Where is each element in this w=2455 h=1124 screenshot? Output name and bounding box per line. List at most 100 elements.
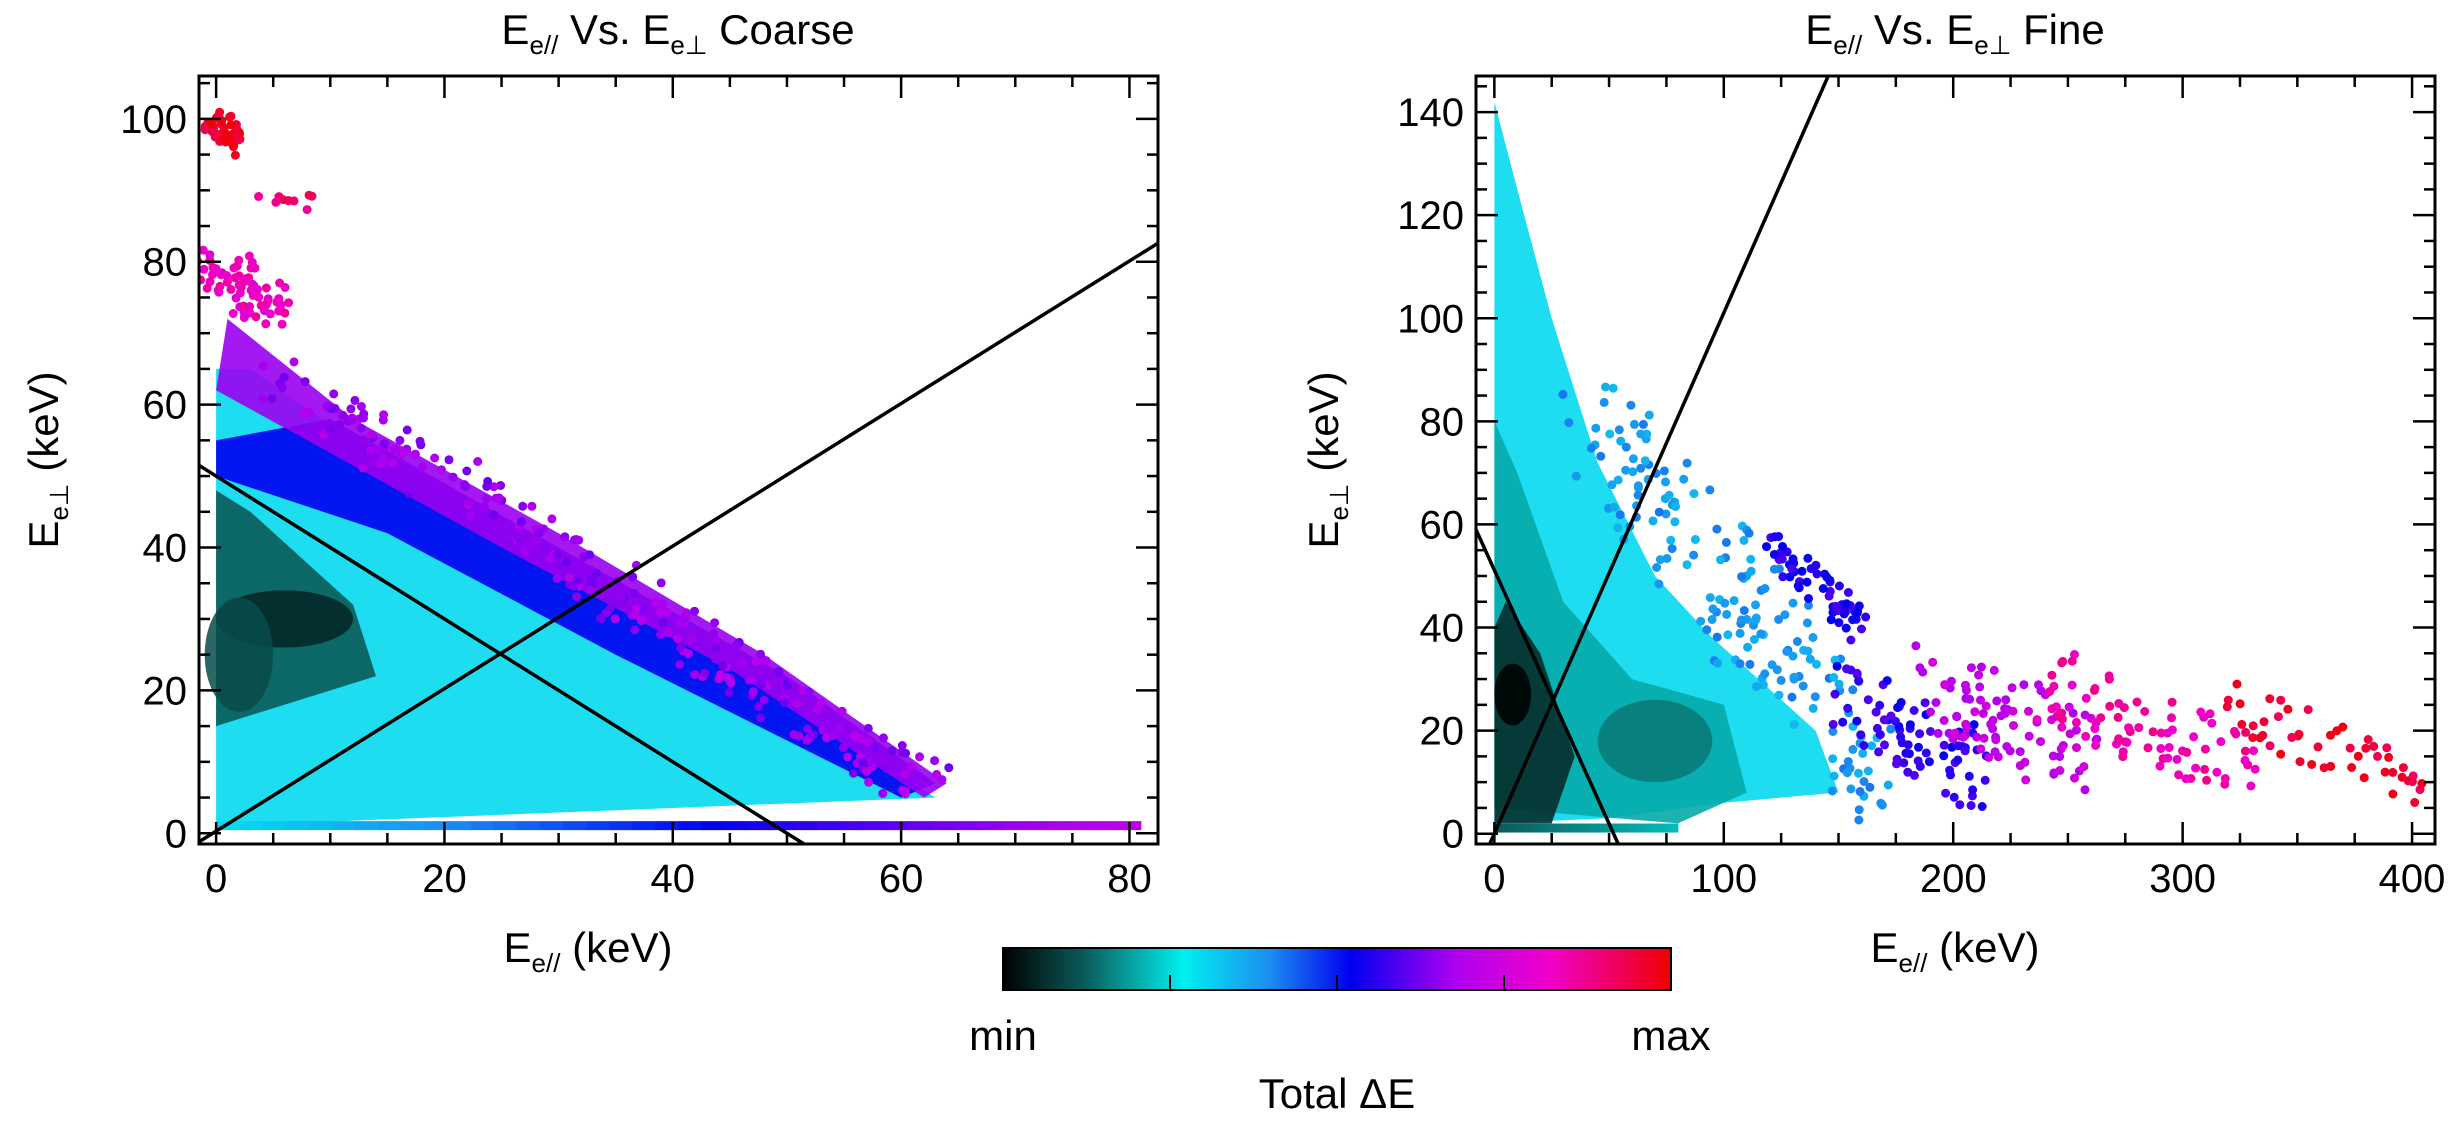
right-point xyxy=(2125,727,2135,737)
left-point xyxy=(662,607,672,617)
left-point xyxy=(803,724,812,734)
left-point xyxy=(527,501,537,511)
right-point xyxy=(2032,715,2042,725)
left-baseline-segment xyxy=(955,821,980,831)
left-point xyxy=(466,511,476,520)
right-point xyxy=(1652,563,1662,572)
left-title: Ee// Vs. Ee⊥ Coarse xyxy=(501,6,854,60)
left-y-tick-label: 100 xyxy=(120,98,187,142)
right-point xyxy=(2240,746,2250,756)
right-point xyxy=(1723,630,1733,640)
right-baseline-segment xyxy=(1521,823,1527,833)
left-cluster-1 xyxy=(204,597,274,712)
left-point xyxy=(379,454,389,464)
right-point xyxy=(2258,730,2268,740)
right-baseline-segment xyxy=(1654,823,1661,833)
right-point xyxy=(1834,679,1844,689)
left-point xyxy=(305,408,315,418)
right-x-tick-label: 400 xyxy=(2379,857,2446,901)
right-point xyxy=(2148,727,2158,737)
left-point xyxy=(816,698,826,708)
left-baseline-segment xyxy=(331,821,356,831)
right-point xyxy=(1609,502,1619,512)
left-point xyxy=(226,284,236,294)
left-point xyxy=(614,599,624,609)
left-baseline-segment xyxy=(724,821,749,831)
right-point xyxy=(2024,731,2034,741)
right-baseline-segment xyxy=(1544,823,1550,833)
right-point xyxy=(1976,744,1986,754)
right-point xyxy=(2307,760,2317,769)
left-point xyxy=(579,552,589,562)
right-point xyxy=(1716,555,1725,565)
right-point xyxy=(1926,707,1935,717)
right-point xyxy=(1828,727,1838,736)
left-point xyxy=(804,687,814,697)
left-point xyxy=(389,445,399,455)
right-plot-frame xyxy=(1474,74,2437,846)
right-point xyxy=(2055,766,2065,775)
left-point xyxy=(379,439,389,449)
left-point xyxy=(842,723,852,733)
left-point xyxy=(359,409,369,419)
right-baseline-segment xyxy=(1558,823,1564,833)
right-region-dark-core xyxy=(1494,601,1575,824)
right-point xyxy=(1626,400,1636,410)
right-point xyxy=(1749,635,1759,644)
right-point xyxy=(1664,490,1674,500)
right-point xyxy=(1802,577,1812,587)
right-point xyxy=(1613,475,1623,485)
left-point xyxy=(541,543,550,552)
left-y-tick-label: 20 xyxy=(143,669,188,713)
right-point xyxy=(2212,767,2222,777)
left-point xyxy=(254,192,264,201)
right-point xyxy=(1920,698,1930,708)
right-point xyxy=(2295,757,2305,767)
right-point xyxy=(1803,646,1813,656)
left-point xyxy=(827,731,837,741)
left-point xyxy=(418,462,427,472)
right-point xyxy=(2134,723,2144,733)
right-baseline-segment xyxy=(1535,823,1541,833)
right-baseline-segment xyxy=(1590,823,1596,833)
left-point xyxy=(199,264,209,274)
right-point xyxy=(1972,732,1982,742)
left-point xyxy=(562,557,572,567)
right-point xyxy=(2347,763,2357,772)
left-point xyxy=(199,275,206,285)
right-point xyxy=(1981,701,1991,711)
right-baseline-segment xyxy=(1650,823,1656,833)
right-point xyxy=(1743,642,1753,652)
right-baseline-segment xyxy=(1503,823,1509,833)
right-point xyxy=(1722,609,1732,619)
left-point xyxy=(676,643,685,653)
right-point xyxy=(1977,802,1987,811)
right-point xyxy=(2373,751,2382,761)
left-point xyxy=(882,764,892,774)
left-baseline-segment xyxy=(493,821,518,831)
right-point xyxy=(2104,671,2114,681)
right-point xyxy=(1661,477,1670,487)
right-point xyxy=(1970,707,1980,717)
right-point xyxy=(1950,728,1960,738)
left-point xyxy=(897,741,907,750)
right-point xyxy=(2380,767,2390,777)
right-point xyxy=(1953,755,1963,765)
right-point xyxy=(2359,773,2369,783)
right-point xyxy=(2132,697,2142,707)
right-point xyxy=(1682,560,1692,570)
right-point xyxy=(1744,528,1754,538)
left-point xyxy=(658,599,668,609)
right-baseline-segment xyxy=(1540,823,1546,833)
left-point xyxy=(690,670,700,680)
left-point xyxy=(569,581,579,591)
right-point xyxy=(1558,389,1568,399)
right-point xyxy=(2182,747,2192,757)
right-point xyxy=(2287,732,2297,742)
left-point xyxy=(864,777,874,787)
left-point xyxy=(724,651,734,661)
left-point xyxy=(430,495,440,505)
right-point xyxy=(2265,694,2275,704)
left-point xyxy=(629,589,639,598)
left-point xyxy=(284,298,294,308)
